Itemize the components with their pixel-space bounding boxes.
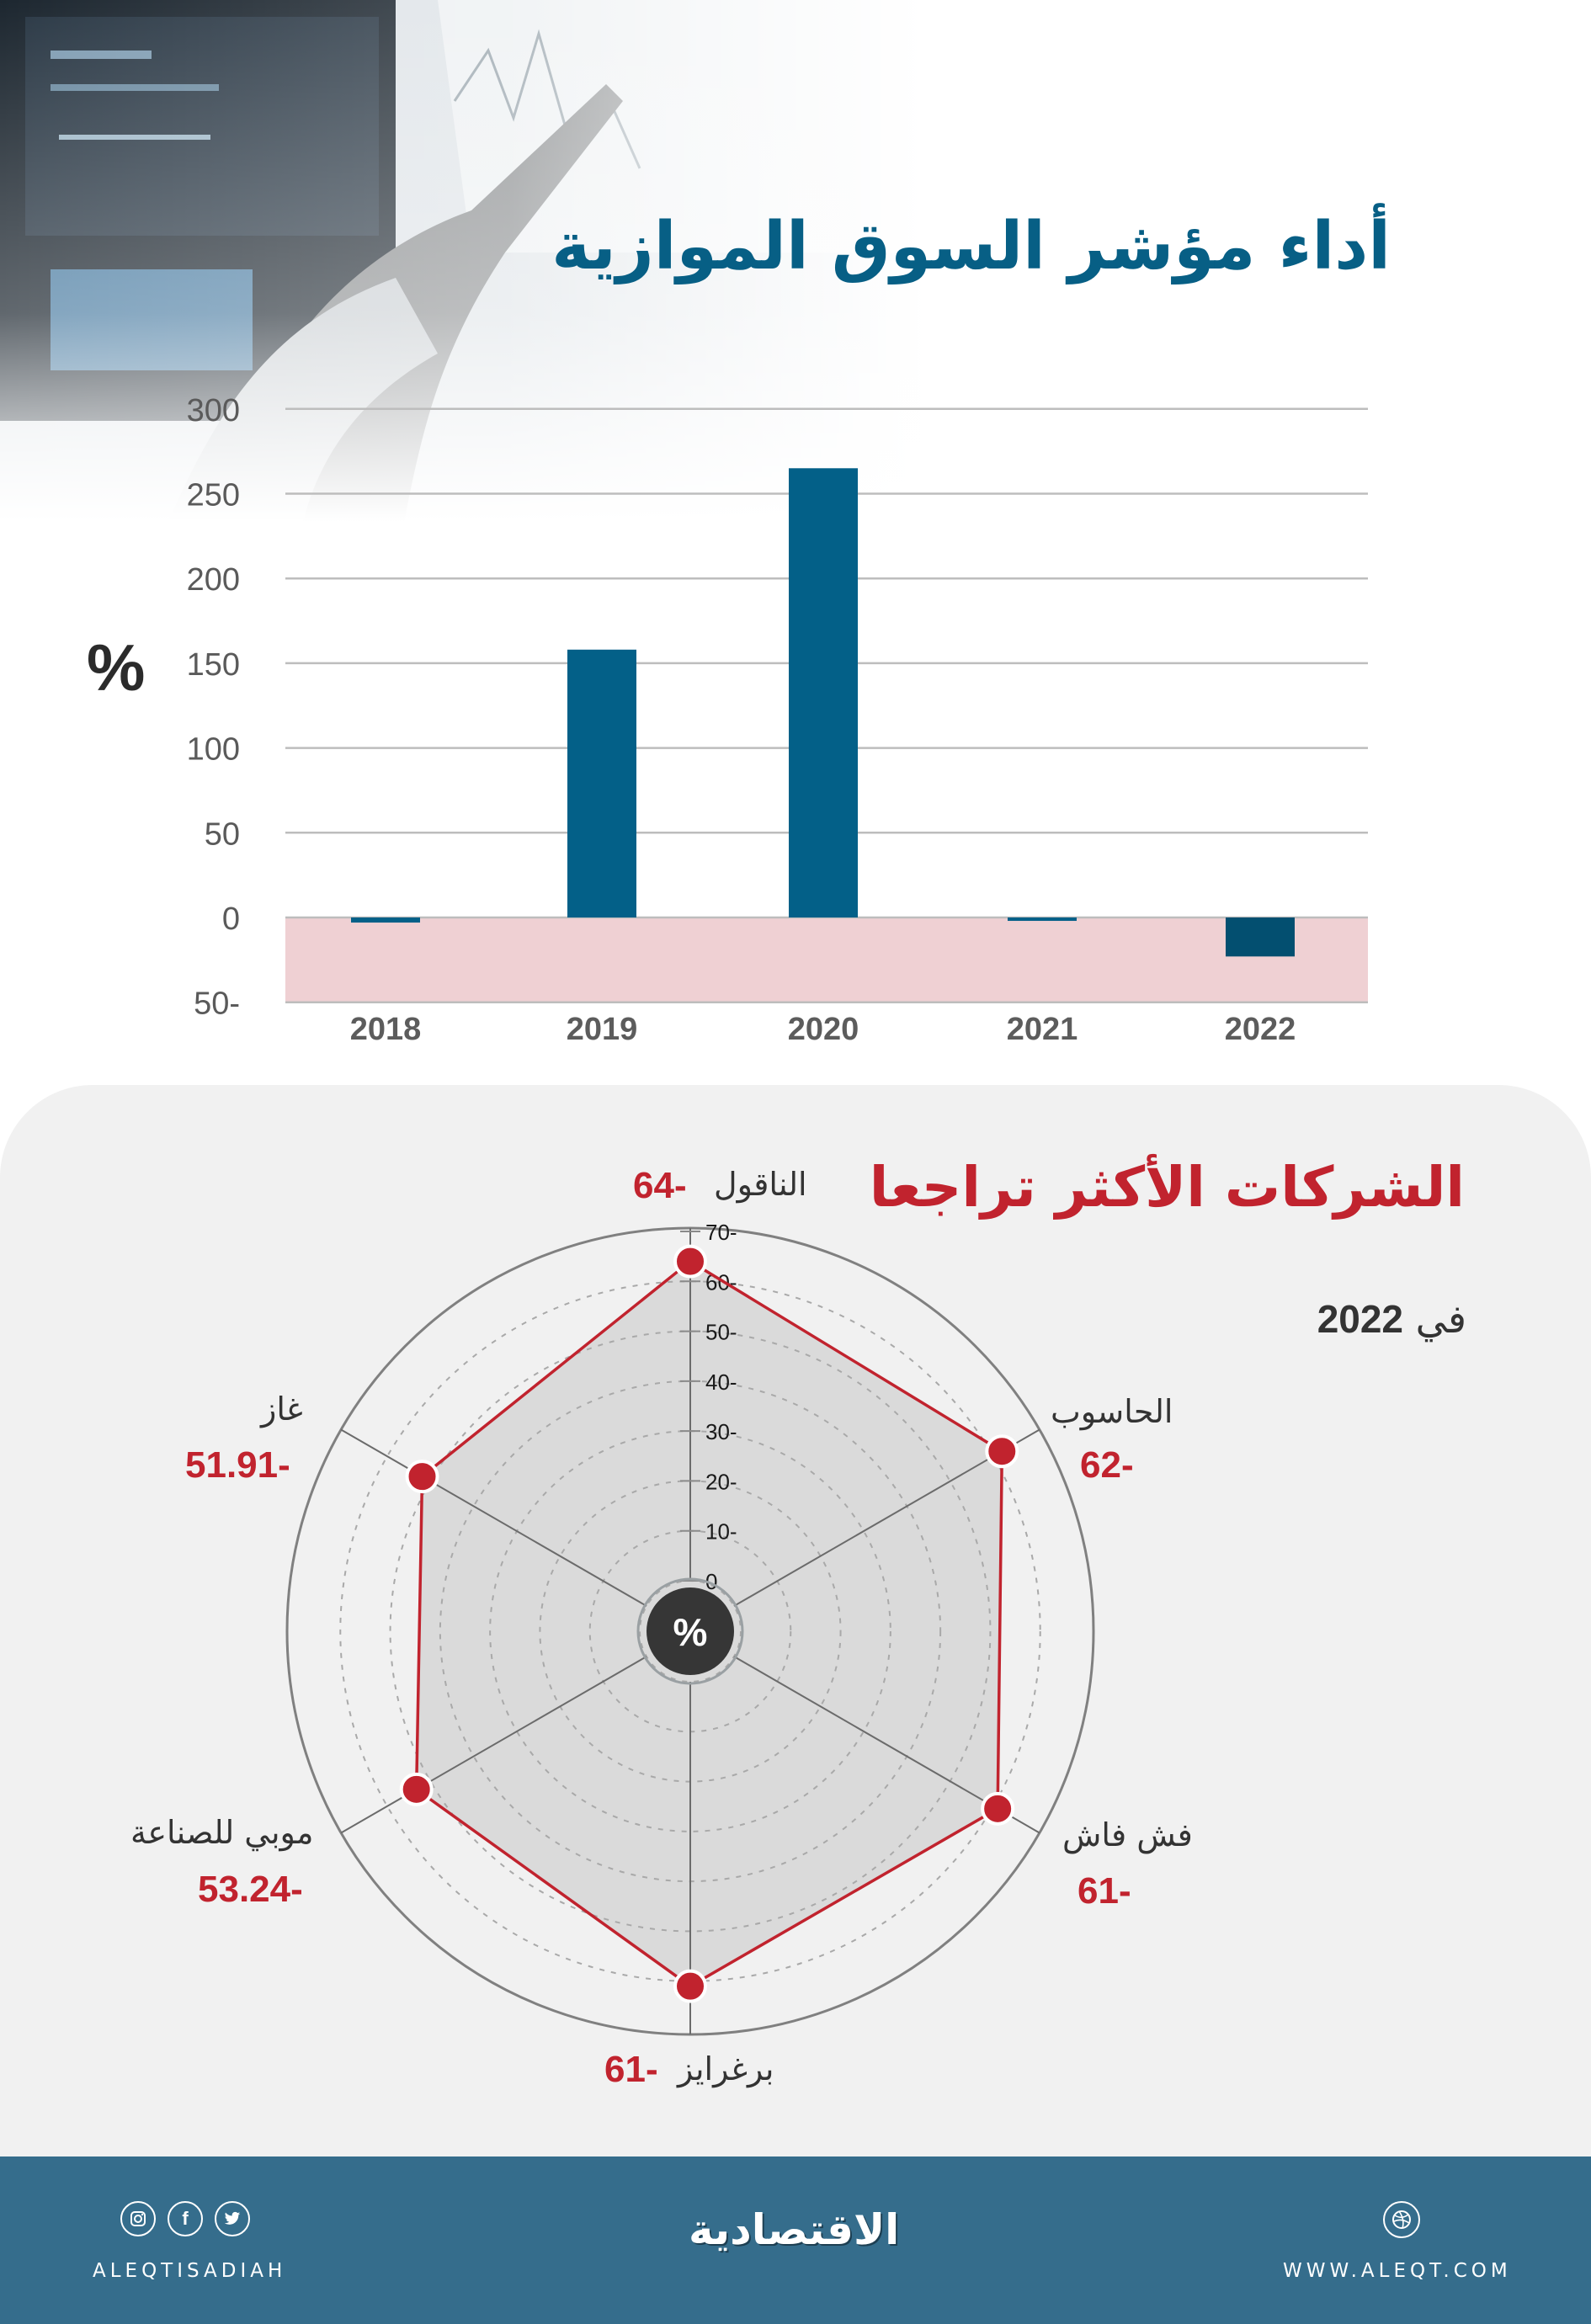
y-tick-label: 0 bbox=[222, 901, 240, 937]
radar-value-mobi: 53.24- bbox=[198, 1869, 303, 1910]
radar-tick-label: 0 bbox=[705, 1569, 717, 1594]
radar-point bbox=[985, 1434, 1019, 1469]
radar-tick-label: 40- bbox=[705, 1369, 737, 1395]
y-tick-label: 250 bbox=[187, 478, 240, 513]
subtitle-year: 2022 bbox=[1317, 1297, 1404, 1341]
bar-2020 bbox=[789, 468, 858, 917]
page-title: أداء مؤشر السوق الموازية bbox=[551, 209, 1391, 285]
x-tick-label: 2021 bbox=[1007, 1012, 1078, 1047]
radar-chart: 010-20-30-40-50-60-70-% bbox=[285, 1220, 1095, 2036]
website-link[interactable]: WWW.ALEQT.COM bbox=[1283, 2260, 1512, 2282]
radar-value-gas: 51.91- bbox=[185, 1444, 290, 1486]
section-title: الشركات الأكثر تراجعا bbox=[869, 1155, 1465, 1220]
x-tick-label: 2020 bbox=[788, 1012, 859, 1047]
radar-label-fishfash: فش فاش bbox=[1062, 1816, 1193, 1853]
radar-tick-label: 30- bbox=[705, 1419, 737, 1444]
x-tick-label: 2022 bbox=[1225, 1012, 1296, 1047]
radar-tick-label: 50- bbox=[705, 1320, 737, 1345]
brand-logo: الاقتصادية bbox=[689, 2205, 900, 2254]
radar-label-burgerizzr: برغرايز bbox=[678, 2050, 774, 2087]
instagram-icon[interactable] bbox=[120, 2201, 156, 2236]
y-tick-label: 100 bbox=[187, 732, 240, 768]
radar-point bbox=[405, 1460, 439, 1494]
section-subtitle: في 2022 bbox=[1317, 1296, 1466, 1342]
y-tick-label: 50- bbox=[194, 987, 240, 1022]
y-tick-label: 200 bbox=[187, 562, 240, 598]
bar-2021 bbox=[1008, 917, 1077, 922]
x-tick-label: 2018 bbox=[350, 1012, 422, 1047]
bar-chart: 300 250 200 150 100 50 0 50- 2018 2019 2020 2021 202… bbox=[187, 393, 1368, 1047]
radar-value-naqool: 64- bbox=[633, 1165, 687, 1206]
radar-value-fishfash: 61- bbox=[1078, 1870, 1131, 1912]
radar-center bbox=[647, 1587, 734, 1675]
radar-label-alhasoob: الحاسوب bbox=[1051, 1393, 1173, 1430]
radar-label-naqool: الناقول bbox=[714, 1166, 807, 1203]
radar-spoke bbox=[340, 1428, 647, 1607]
facebook-icon[interactable]: f bbox=[168, 2201, 203, 2236]
bar-2019 bbox=[567, 649, 636, 917]
y-tick-label: 300 bbox=[187, 393, 240, 428]
x-tick-label: 2019 bbox=[567, 1012, 638, 1047]
radar-point bbox=[673, 1969, 707, 2003]
negative-zone bbox=[285, 917, 1368, 1002]
footer-bar bbox=[0, 2156, 1591, 2324]
radar-value-burgerizzr: 61- bbox=[604, 2049, 658, 2090]
radar-tick-label: 20- bbox=[705, 1469, 737, 1494]
subtitle-prefix: في bbox=[1415, 1296, 1466, 1342]
y-tick-label: 50 bbox=[205, 816, 240, 852]
percent-unit-label: % bbox=[673, 1610, 708, 1654]
y-axis-unit-label: % bbox=[87, 630, 146, 705]
radar-point bbox=[981, 1791, 1015, 1826]
radar-spoke bbox=[340, 1656, 647, 1834]
radar-label-gas: غاز bbox=[261, 1391, 303, 1428]
bar-2022 bbox=[1226, 917, 1295, 957]
radar-point bbox=[673, 1244, 707, 1279]
radar-ring bbox=[339, 1280, 1041, 1982]
radar-label-mobi: موبي للصناعة bbox=[130, 1814, 314, 1851]
radar-point bbox=[399, 1772, 434, 1806]
social-links: f bbox=[120, 2201, 250, 2236]
radar-ring bbox=[389, 1330, 992, 1933]
hero-photo-background bbox=[0, 0, 926, 522]
radar-tick-label: 10- bbox=[705, 1519, 737, 1545]
y-tick-label: 150 bbox=[187, 647, 240, 683]
bar-2018 bbox=[351, 917, 420, 923]
radar-tick-label: 70- bbox=[705, 1220, 737, 1245]
radar-value-alhasoob: 62- bbox=[1080, 1444, 1134, 1486]
twitter-icon[interactable] bbox=[215, 2201, 250, 2236]
dribbble-globe-icon[interactable] bbox=[1383, 2201, 1420, 2238]
social-handle: ALEQTISADIAH bbox=[93, 2260, 287, 2282]
